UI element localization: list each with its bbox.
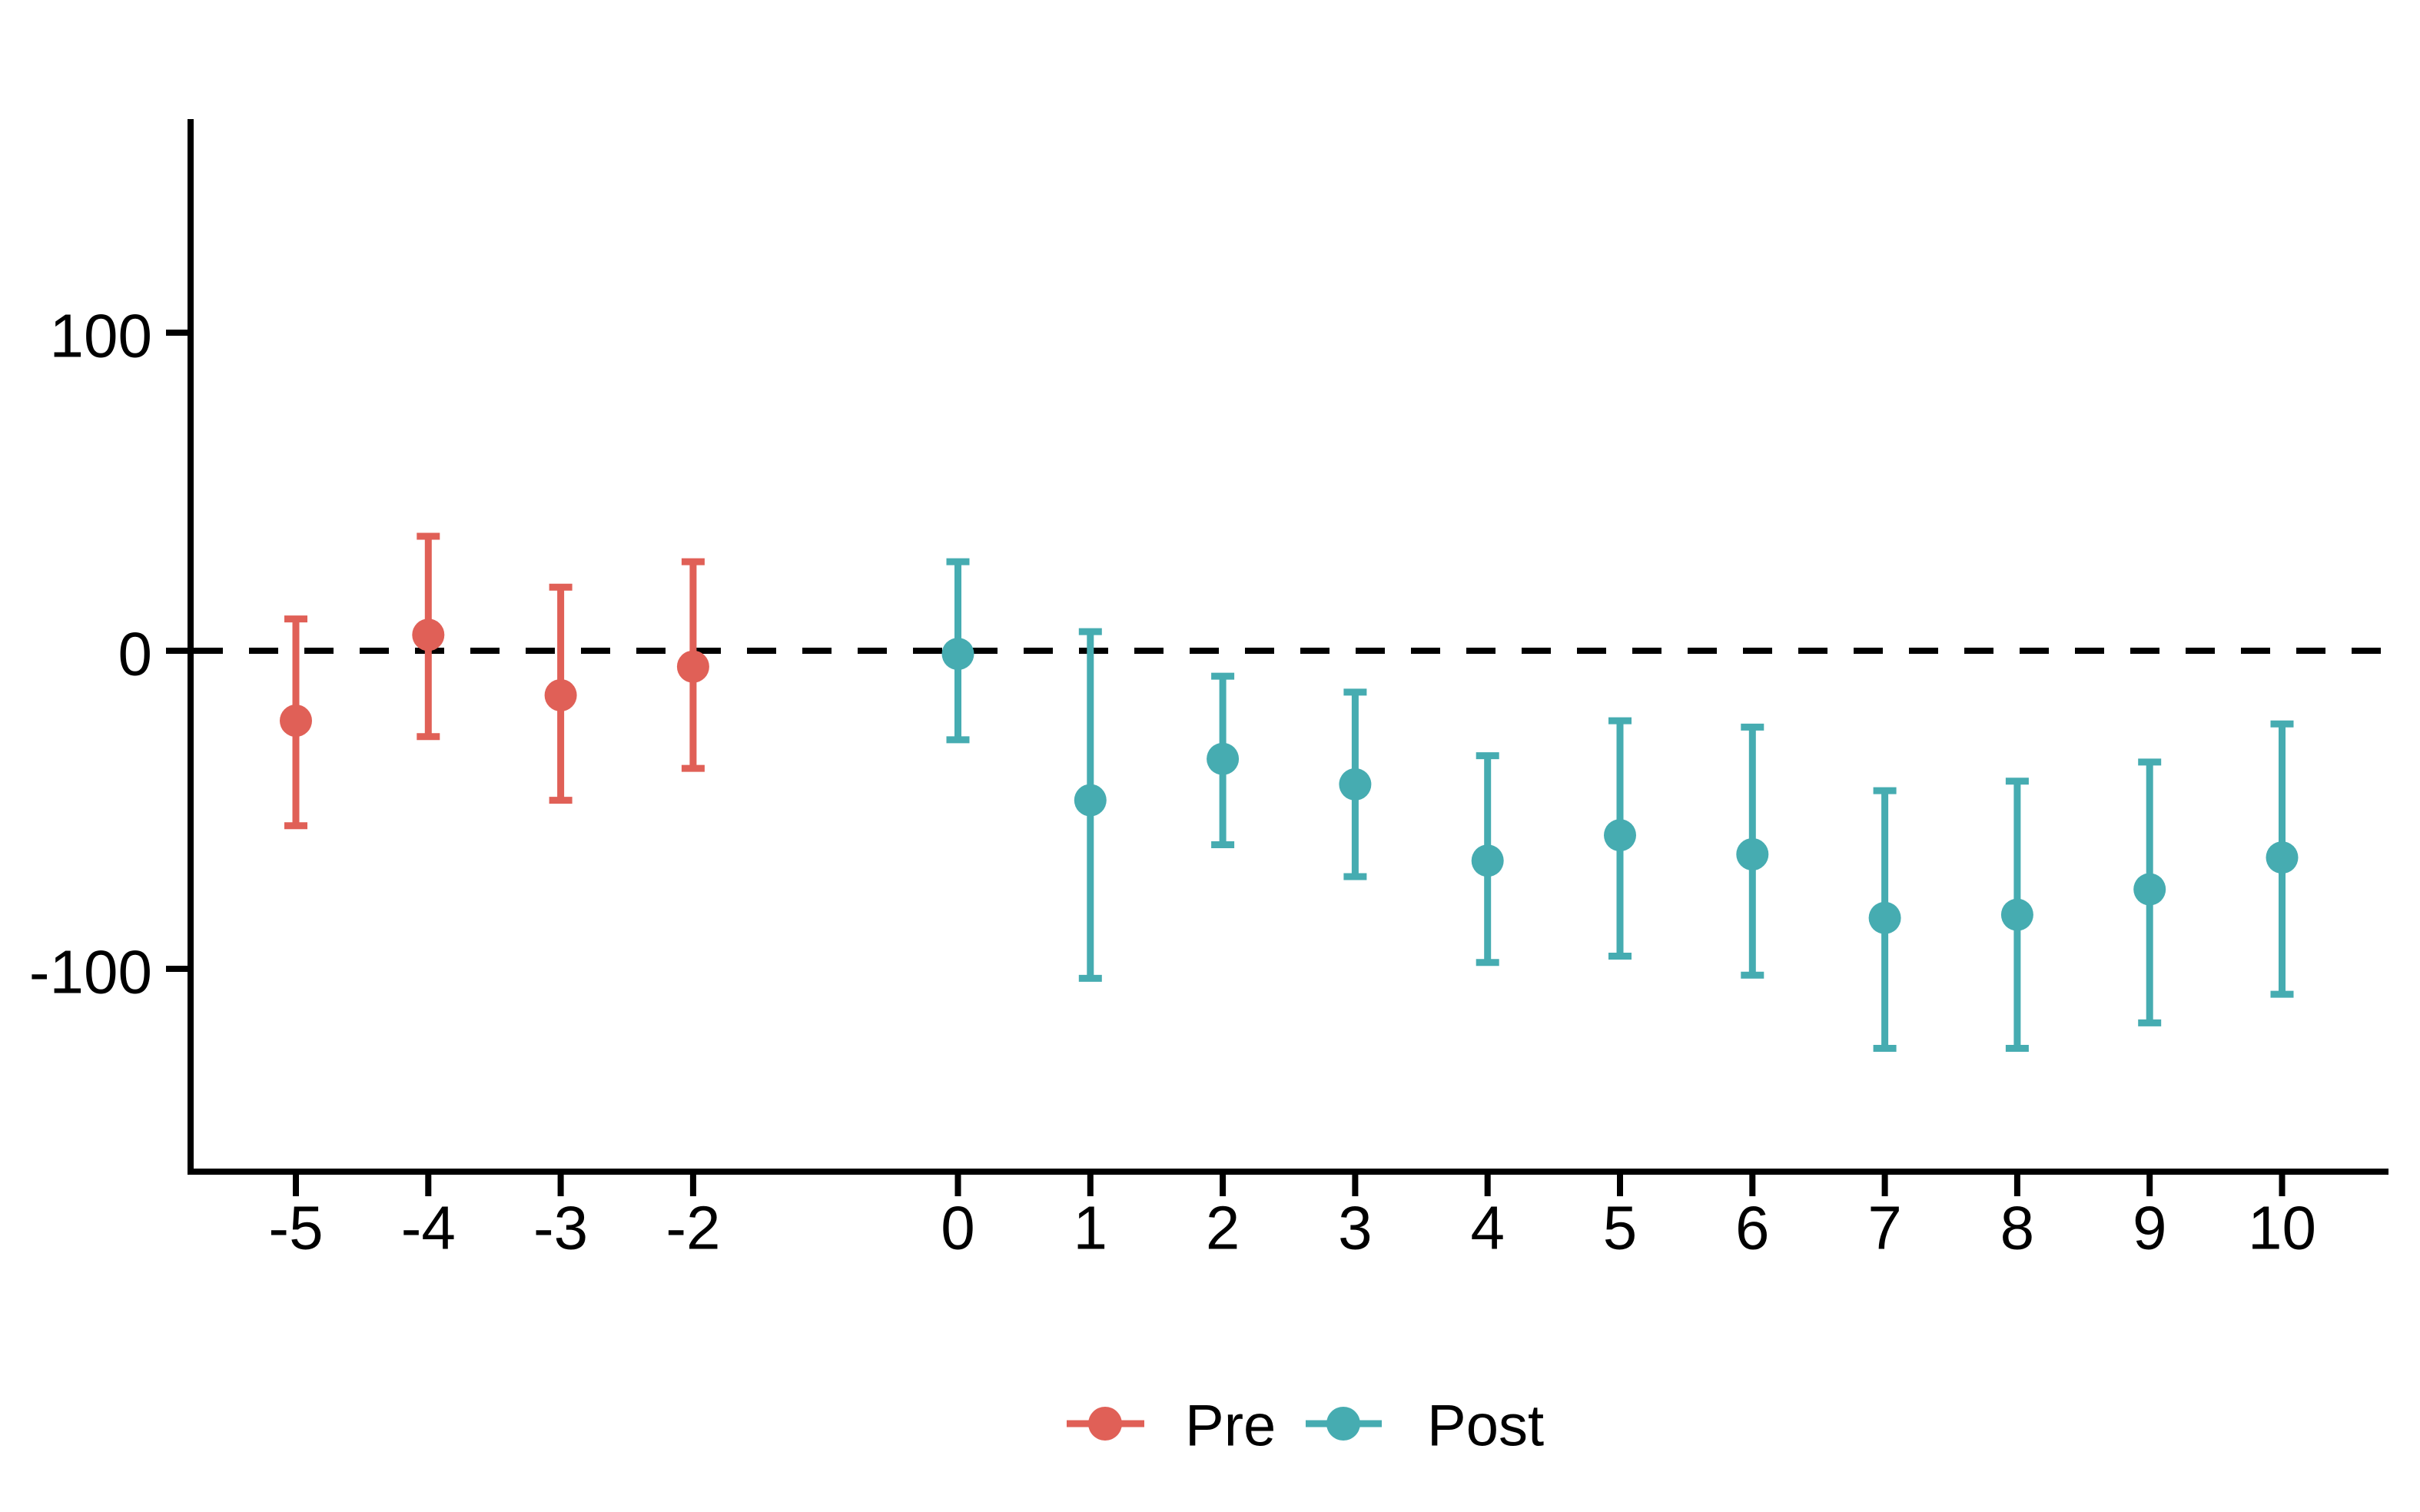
axes: 100 0 -100 -5 -4 -3 -2 0 1 2 3 4 5 6 7 8 9 10 — [29, 119, 2388, 1262]
point-group-pre-t-2 — [676, 558, 709, 772]
x-tick-label: 4 — [1470, 1194, 1505, 1262]
data-point — [1736, 837, 1769, 870]
data-point — [1339, 768, 1372, 801]
y-tick-label: -100 — [29, 938, 152, 1006]
x-tick-label: 10 — [2248, 1194, 2316, 1262]
point-group-post-t6 — [1736, 723, 1769, 979]
data-points — [280, 532, 2299, 1052]
data-point — [544, 678, 577, 711]
point-group-pre-t-5 — [280, 615, 312, 830]
point-group-post-t2 — [1207, 672, 1240, 849]
point-group-post-t4 — [1471, 752, 1504, 967]
x-tick-label: 2 — [1206, 1194, 1240, 1262]
point-group-post-t8 — [2000, 778, 2033, 1052]
x-tick-label: 6 — [1735, 1194, 1770, 1262]
x-tick-label: 8 — [2000, 1194, 2035, 1262]
data-point — [1604, 819, 1636, 852]
data-point — [280, 705, 312, 738]
legend-key-dot-pre — [1088, 1407, 1122, 1441]
point-group-pre-t-4 — [412, 532, 445, 741]
data-point — [941, 638, 974, 671]
data-point — [676, 650, 709, 683]
x-tick-label: 1 — [1074, 1194, 1108, 1262]
point-group-post-t3 — [1339, 688, 1372, 880]
x-tick-label: -4 — [401, 1194, 456, 1262]
data-point — [1868, 901, 1901, 934]
data-point — [412, 618, 445, 652]
x-tick-label: -2 — [666, 1194, 720, 1262]
y-tick-label: 0 — [118, 620, 153, 688]
x-tick-label: 3 — [1338, 1194, 1373, 1262]
point-group-pre-t-3 — [544, 583, 577, 804]
data-point — [1471, 844, 1504, 877]
legend-item-pre: Pre — [1067, 1394, 1276, 1459]
x-tick-label: 7 — [1867, 1194, 1902, 1262]
data-point — [1207, 742, 1240, 775]
x-tick-label: 9 — [2133, 1194, 2167, 1262]
legend-label-post: Post — [1427, 1394, 1544, 1459]
legend-label-pre: Pre — [1185, 1394, 1276, 1459]
legend-key-dot-post — [1326, 1407, 1360, 1441]
x-tick-label: 5 — [1603, 1194, 1638, 1262]
legend-item-post: Post — [1306, 1394, 1544, 1459]
data-point — [2133, 873, 2166, 906]
legend: Pre Post — [1067, 1394, 1544, 1459]
x-tick-label: -5 — [268, 1194, 323, 1262]
data-point — [1074, 784, 1107, 817]
data-point — [2266, 841, 2299, 874]
point-group-post-t9 — [2133, 758, 2166, 1026]
data-point — [2000, 898, 2033, 931]
x-tick-label: -3 — [533, 1194, 588, 1262]
point-group-post-t1 — [1074, 628, 1107, 982]
point-group-post-t5 — [1604, 717, 1636, 960]
y-tick-label: 100 — [50, 302, 152, 370]
x-tick-label: 0 — [941, 1194, 975, 1262]
point-group-post-t7 — [1868, 787, 1901, 1052]
point-group-post-t10 — [2266, 720, 2299, 998]
point-group-post-t0 — [941, 558, 974, 744]
